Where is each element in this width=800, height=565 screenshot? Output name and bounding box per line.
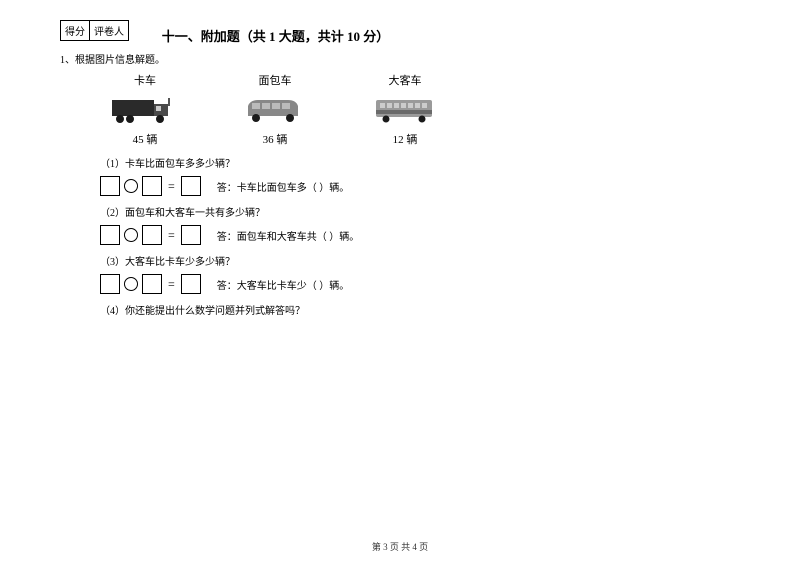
van-count: 36 辆 — [263, 131, 288, 147]
input-box[interactable] — [142, 274, 162, 294]
van-icon — [240, 92, 310, 127]
subquestion-4: （4）你还能提出什么数学问题并列式解答吗？ — [100, 302, 740, 317]
vehicle-van: 面包车 36 辆 — [240, 72, 310, 147]
bus-count: 12 辆 — [393, 131, 418, 147]
page-footer: 第 3 页 共 4 页 — [0, 540, 800, 553]
vehicles-row: 卡车 45 辆 面包车 — [110, 72, 740, 147]
input-box[interactable] — [181, 176, 201, 196]
section-title: 十一、附加题（共 1 大题，共计 10 分） — [162, 26, 390, 45]
input-box[interactable] — [142, 176, 162, 196]
input-box[interactable] — [100, 225, 120, 245]
input-box[interactable] — [100, 176, 120, 196]
equals-sign: = — [168, 277, 175, 292]
score-cell-score: 得分 — [61, 21, 90, 40]
subquestion-2: （2）面包车和大客车一共有多少辆？ — [100, 204, 740, 219]
score-table: 得分 评卷人 — [60, 20, 129, 41]
input-box[interactable] — [181, 225, 201, 245]
vehicle-truck: 卡车 45 辆 — [110, 72, 180, 147]
truck-icon — [110, 92, 180, 127]
equals-sign: = — [168, 179, 175, 194]
equals-sign: = — [168, 228, 175, 243]
equation-1: = 答：卡车比面包车多（ ）辆。 — [100, 176, 740, 196]
equation-2: = 答：面包车和大客车共（ ）辆。 — [100, 225, 740, 245]
van-label: 面包车 — [259, 72, 292, 88]
question-number: 1、根据图片信息解题。 — [60, 51, 740, 66]
operator-circle[interactable] — [124, 179, 138, 193]
score-cell-grader: 评卷人 — [90, 21, 128, 40]
answer-2: 答：面包车和大客车共（ ）辆。 — [217, 228, 360, 243]
bus-label: 大客车 — [389, 72, 422, 88]
operator-circle[interactable] — [124, 228, 138, 242]
input-box[interactable] — [181, 274, 201, 294]
input-box[interactable] — [142, 225, 162, 245]
input-box[interactable] — [100, 274, 120, 294]
subquestion-1: （1）卡车比面包车多多少辆？ — [100, 155, 740, 170]
answer-1: 答：卡车比面包车多（ ）辆。 — [217, 179, 350, 194]
vehicle-bus: 大客车 12 辆 — [370, 72, 440, 147]
equation-3: = 答：大客车比卡车少（ ）辆。 — [100, 274, 740, 294]
subquestion-3: （3）大客车比卡车少多少辆？ — [100, 253, 740, 268]
bus-icon — [370, 92, 440, 127]
truck-label: 卡车 — [134, 72, 156, 88]
answer-3: 答：大客车比卡车少（ ）辆。 — [217, 277, 350, 292]
truck-count: 45 辆 — [133, 131, 158, 147]
operator-circle[interactable] — [124, 277, 138, 291]
